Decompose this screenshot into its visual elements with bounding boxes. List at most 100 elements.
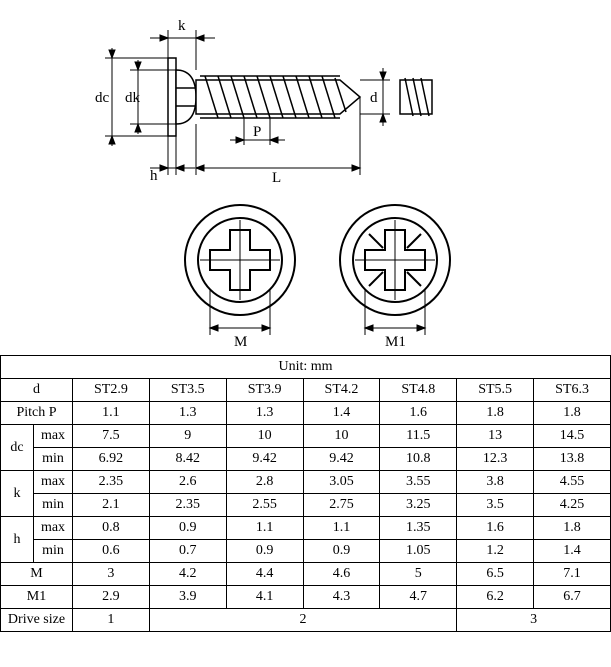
label-d: d: [370, 90, 378, 106]
label-dc: dc: [95, 90, 110, 106]
label-M1: M1: [385, 334, 406, 350]
table-cell: 1.8: [534, 402, 611, 425]
table-cell: 1.05: [380, 540, 457, 563]
drive-size-cell: 1: [73, 609, 150, 632]
header-k: k: [1, 471, 34, 517]
unit-row: Unit: mm: [1, 356, 611, 379]
table-cell: 1.4: [303, 402, 380, 425]
dc-min-row: min 6.92 8.42 9.42 9.42 10.8 12.3 13.8: [1, 448, 611, 471]
header-min: min: [34, 494, 73, 517]
table-cell: 0.9: [303, 540, 380, 563]
header-M: M: [1, 563, 73, 586]
table-cell: 1.8: [457, 402, 534, 425]
table-cell: 0.7: [149, 540, 226, 563]
table-cell: 0.9: [226, 540, 303, 563]
table-cell: 1.4: [534, 540, 611, 563]
table-cell: 1.3: [226, 402, 303, 425]
table-cell: 4.1: [226, 586, 303, 609]
table-cell: 8.42: [149, 448, 226, 471]
table-cell: 3: [73, 563, 150, 586]
table-cell: 6.5: [457, 563, 534, 586]
table-cell: 2.35: [149, 494, 226, 517]
header-max: max: [34, 471, 73, 494]
table-cell: 1.1: [303, 517, 380, 540]
header-d: d: [1, 379, 73, 402]
table-cell: 3.55: [380, 471, 457, 494]
diagram-svg: k dc dk d P h: [0, 0, 611, 355]
table-cell: 11.5: [380, 425, 457, 448]
drive-size-cell: 2: [149, 609, 456, 632]
drive-size-row: Drive size 1 2 3: [1, 609, 611, 632]
phillips-top-view: [185, 205, 295, 315]
table-cell: 4.2: [149, 563, 226, 586]
table-cell: 2.9: [73, 586, 150, 609]
M1-row: M1 2.9 3.9 4.1 4.3 4.7 6.2 6.7: [1, 586, 611, 609]
table-cell: 6.92: [73, 448, 150, 471]
table-cell: 1.2: [457, 540, 534, 563]
table-cell: 2.8: [226, 471, 303, 494]
dimension-table: Unit: mm d ST2.9 ST3.5 ST3.9 ST4.2 ST4.8…: [0, 355, 611, 632]
header-dc: dc: [1, 425, 34, 471]
table-cell: 12.3: [457, 448, 534, 471]
pozi-top-view: [340, 205, 450, 315]
k-max-row: k max 2.35 2.6 2.8 3.05 3.55 3.8 4.55: [1, 471, 611, 494]
screw-head: [176, 70, 196, 124]
table-cell: 13: [457, 425, 534, 448]
table-cell: 3.9: [149, 586, 226, 609]
table-cell: 10: [226, 425, 303, 448]
k-min-row: min 2.1 2.35 2.55 2.75 3.25 3.5 4.25: [1, 494, 611, 517]
label-p: P: [253, 124, 261, 140]
col-6: ST6.3: [534, 379, 611, 402]
table-cell: 0.8: [73, 517, 150, 540]
thread-detail: [400, 78, 432, 116]
label-k: k: [178, 18, 186, 34]
header-M1: M1: [1, 586, 73, 609]
table-cell: 1.1: [73, 402, 150, 425]
table-cell: 3.5: [457, 494, 534, 517]
table-cell: 0.9: [149, 517, 226, 540]
table-cell: 2.6: [149, 471, 226, 494]
table-cell: 3.05: [303, 471, 380, 494]
table-cell: 10: [303, 425, 380, 448]
table-cell: 2.1: [73, 494, 150, 517]
table-cell: 3.8: [457, 471, 534, 494]
table-cell: 1.1: [226, 517, 303, 540]
table-cell: 7.1: [534, 563, 611, 586]
table-cell: 1.8: [534, 517, 611, 540]
table-cell: 4.55: [534, 471, 611, 494]
table-cell: 14.5: [534, 425, 611, 448]
table-cell: 9.42: [303, 448, 380, 471]
header-row: d ST2.9 ST3.5 ST3.9 ST4.2 ST4.8 ST5.5 ST…: [1, 379, 611, 402]
table-cell: 6.7: [534, 586, 611, 609]
table-cell: 10.8: [380, 448, 457, 471]
col-2: ST3.9: [226, 379, 303, 402]
table-cell: 0.6: [73, 540, 150, 563]
unit-cell: Unit: mm: [1, 356, 611, 379]
table-cell: 7.5: [73, 425, 150, 448]
table-cell: 1.35: [380, 517, 457, 540]
label-M: M: [234, 334, 247, 350]
table-cell: 4.25: [534, 494, 611, 517]
table-cell: 2.55: [226, 494, 303, 517]
table-cell: 1.3: [149, 402, 226, 425]
header-min: min: [34, 540, 73, 563]
table-cell: 13.8: [534, 448, 611, 471]
table-cell: 9.42: [226, 448, 303, 471]
table-cell: 4.4: [226, 563, 303, 586]
table-cell: 3.25: [380, 494, 457, 517]
col-5: ST5.5: [457, 379, 534, 402]
table-cell: 4.3: [303, 586, 380, 609]
table-cell: 2.35: [73, 471, 150, 494]
dc-max-row: dc max 7.5 9 10 10 11.5 13 14.5: [1, 425, 611, 448]
table-cell: 4.6: [303, 563, 380, 586]
h-min-row: min 0.6 0.7 0.9 0.9 1.05 1.2 1.4: [1, 540, 611, 563]
col-0: ST2.9: [73, 379, 150, 402]
M-row: M 3 4.2 4.4 4.6 5 6.5 7.1: [1, 563, 611, 586]
h-max-row: h max 0.8 0.9 1.1 1.1 1.35 1.6 1.8: [1, 517, 611, 540]
threads: [196, 76, 360, 118]
label-dk: dk: [125, 90, 141, 106]
header-h: h: [1, 517, 34, 563]
header-min: min: [34, 448, 73, 471]
table-cell: 6.2: [457, 586, 534, 609]
col-3: ST4.2: [303, 379, 380, 402]
